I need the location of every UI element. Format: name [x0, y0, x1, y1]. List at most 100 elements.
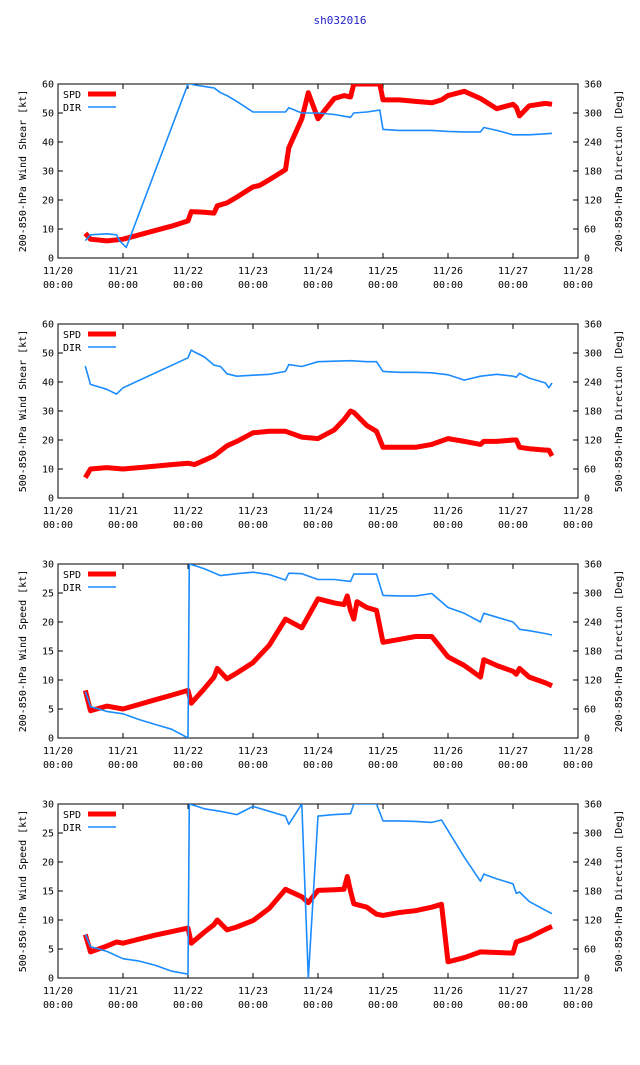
x-tick-date-label: 11/21: [108, 266, 138, 277]
x-tick-time-label: 00:00: [238, 760, 268, 771]
y-tick-label: 30: [42, 800, 54, 811]
y2-tick-label: 120: [584, 196, 602, 207]
x-tick-time-label: 00:00: [108, 520, 138, 531]
y-tick-label: 25: [42, 829, 54, 840]
x-tick-date-label: 11/22: [173, 746, 203, 757]
y2-tick-label: 300: [584, 349, 602, 360]
y2-tick-label: 0: [584, 494, 590, 505]
x-tick-time-label: 00:00: [238, 280, 268, 291]
y2-tick-label: 300: [584, 829, 602, 840]
x-tick-time-label: 00:00: [563, 760, 593, 771]
x-tick-time-label: 00:00: [108, 760, 138, 771]
y2-tick-label: 0: [584, 254, 590, 265]
plot-frame: [57, 563, 579, 739]
x-tick-time-label: 00:00: [498, 760, 528, 771]
y2-tick-label: 180: [584, 887, 602, 898]
y2-tick-label: 360: [584, 320, 602, 331]
x-tick-time-label: 00:00: [43, 280, 73, 291]
x-tick-time-label: 00:00: [173, 760, 203, 771]
x-tick-time-label: 00:00: [368, 520, 398, 531]
x-tick-date-label: 11/20: [43, 986, 73, 997]
y2-tick-label: 120: [584, 436, 602, 447]
y2-tick-label: 0: [584, 734, 590, 745]
x-tick-time-label: 00:00: [498, 1000, 528, 1011]
y-tick-label: 15: [42, 647, 54, 658]
spd-series-line: [83, 408, 555, 479]
x-tick-date-label: 11/28: [563, 506, 593, 517]
x-tick-time-label: 00:00: [173, 280, 203, 291]
x-tick-date-label: 11/28: [563, 986, 593, 997]
y2-tick-label: 180: [584, 167, 602, 178]
x-tick-time-label: 00:00: [173, 520, 203, 531]
x-tick-time-label: 00:00: [173, 1000, 203, 1011]
legend-label-spd: SPD: [63, 330, 81, 341]
x-tick-time-label: 00:00: [498, 280, 528, 291]
y-tick-label: 10: [42, 916, 54, 927]
y-tick-label: 20: [42, 436, 54, 447]
y-tick-label: 0: [48, 974, 54, 985]
y-tick-label: 10: [42, 676, 54, 687]
chart-panel-4: 05101520253006012018024030036011/2000:00…: [18, 800, 625, 1012]
x-tick-time-label: 00:00: [108, 1000, 138, 1011]
y2-tick-label: 300: [584, 109, 602, 120]
legend-label-dir: DIR: [63, 583, 82, 594]
x-tick-time-label: 00:00: [433, 520, 463, 531]
x-tick-date-label: 11/22: [173, 506, 203, 517]
y-axis-label: 500-850-hPa Wind Speed [kt]: [18, 810, 29, 973]
x-tick-date-label: 11/28: [563, 746, 593, 757]
chart-panel-2: 0 10 20 30 40 50 60 0 60 120 180 240 300 360 11/20 00:0…: [18, 320, 625, 532]
y-tick-label: 50: [42, 349, 54, 360]
y-tick-label: 5: [48, 945, 54, 956]
y2-tick-label: 180: [584, 647, 602, 658]
y2-axis-label: 200-850-hPa Direction [Deg]: [614, 570, 625, 733]
x-tick-time-label: 00:00: [303, 1000, 333, 1011]
dir-series-line: [84, 804, 553, 978]
y2-tick-label: 180: [584, 407, 602, 418]
legend-label-spd: SPD: [63, 810, 81, 821]
y-tick-label: 50: [42, 109, 54, 120]
x-tick-time-label: 00:00: [368, 760, 398, 771]
y2-tick-label: 60: [584, 705, 596, 716]
x-tick-time-label: 00:00: [498, 520, 528, 531]
x-tick-time-label: 00:00: [238, 1000, 268, 1011]
legend-label-dir: DIR: [63, 103, 82, 114]
x-tick-date-label: 11/26: [433, 746, 463, 757]
y-tick-label: 10: [42, 225, 54, 236]
dir-series-line: [84, 564, 553, 738]
x-tick-date-label: 11/26: [433, 506, 463, 517]
legend-label-spd: SPD: [63, 90, 81, 101]
x-tick-date-label: 11/24: [303, 266, 333, 277]
x-tick-date-label: 11/22: [173, 266, 203, 277]
x-tick-time-label: 00:00: [43, 1000, 73, 1011]
y-tick-label: 0: [48, 254, 54, 265]
y2-tick-label: 120: [584, 676, 602, 687]
y-axis-label: 200-850-hPa Wind Shear [kt]: [18, 90, 29, 253]
x-tick-time-label: 00:00: [303, 520, 333, 531]
y-axis-label: 500-850-hPa Wind Shear [kt]: [18, 330, 29, 493]
x-tick-date-label: 11/20: [43, 746, 73, 757]
x-tick-date-label: 11/24: [303, 986, 333, 997]
x-tick-date-label: 11/20: [43, 266, 73, 277]
x-tick-time-label: 00:00: [433, 1000, 463, 1011]
y-tick-label: 20: [42, 196, 54, 207]
x-tick-date-label: 11/21: [108, 986, 138, 997]
chart-panel-1: 0 10 20 30 40 50 60 0 60 120 180 240 300 360 11/20 00:0…: [18, 80, 625, 292]
dir-series-line: [84, 84, 553, 249]
y-tick-label: 5: [48, 705, 54, 716]
x-tick-date-label: 11/25: [368, 506, 398, 517]
y2-tick-label: 0: [584, 974, 590, 985]
x-tick-time-label: 00:00: [303, 760, 333, 771]
y-tick-label: 0: [48, 494, 54, 505]
y2-axis-label: 500-850-hPa Direction [Deg]: [614, 810, 625, 973]
x-tick-date-label: 11/25: [368, 266, 398, 277]
y2-axis-label: 200-850-hPa Direction [Deg]: [614, 90, 625, 253]
x-tick-time-label: 00:00: [43, 520, 73, 531]
y-tick-label: 40: [42, 138, 54, 149]
y-tick-label: 40: [42, 378, 54, 389]
y2-tick-label: 240: [584, 138, 602, 149]
x-tick-time-label: 00:00: [238, 520, 268, 531]
y2-axis-label: 500-850-hPa Direction [Deg]: [614, 330, 625, 493]
x-tick-time-label: 00:00: [43, 760, 73, 771]
y2-tick-label: 60: [584, 945, 596, 956]
